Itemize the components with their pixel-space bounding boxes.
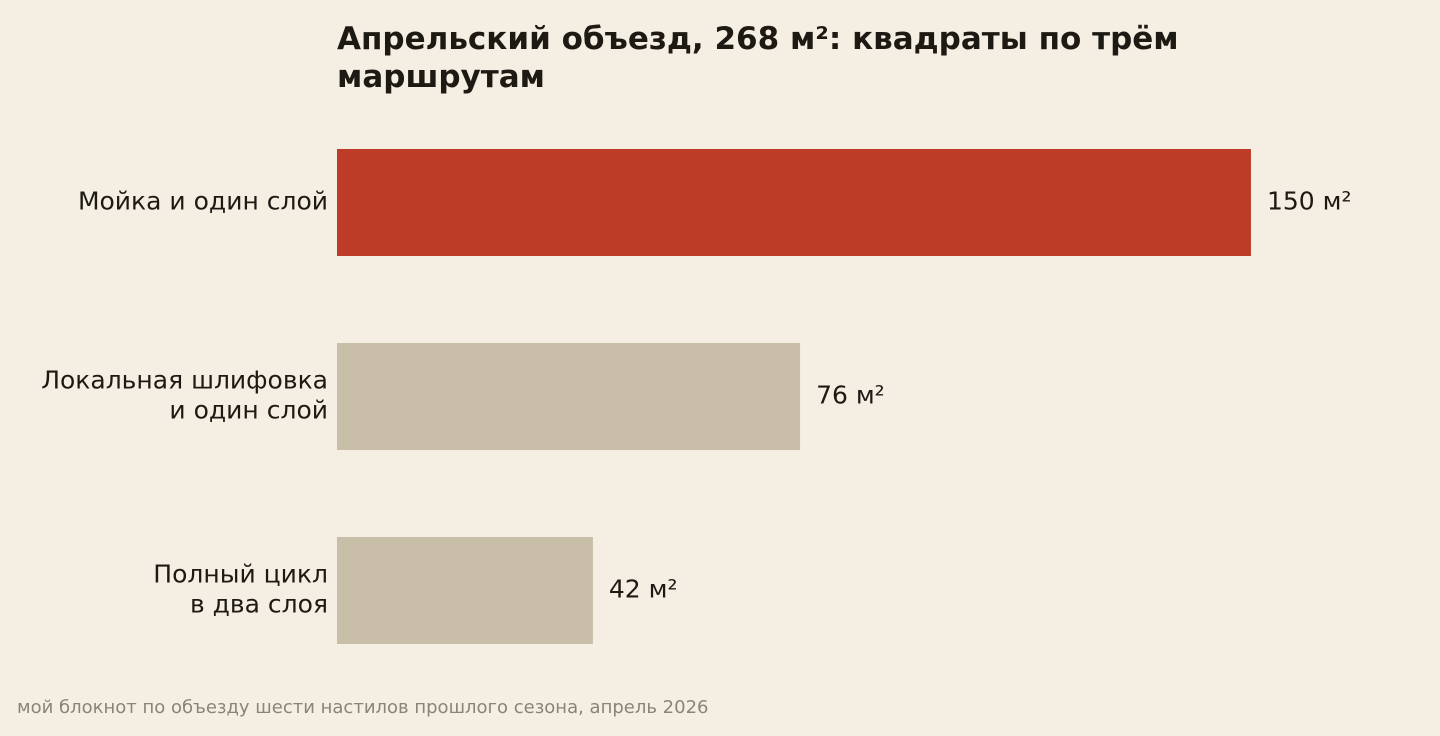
- source-note: мой блокнот по объезду шести настилов пр…: [17, 697, 709, 718]
- bar: [337, 537, 593, 644]
- value-label: 150 м²: [1267, 187, 1352, 216]
- category-label: Мойка и один слой: [78, 187, 328, 216]
- chart-title: Апрельский объезд, 268 м²: квадраты по т…: [337, 21, 1179, 95]
- value-label: 42 м²: [609, 575, 678, 604]
- category-label-line: и один слой: [169, 396, 328, 425]
- bar: [337, 149, 1251, 256]
- category-label: Локальная шлифовка и один слой: [41, 366, 328, 425]
- category-label-line: Полный цикл: [153, 560, 328, 589]
- category-label: Полный цикл в два слоя: [153, 560, 328, 619]
- category-label-line: Локальная шлифовка: [41, 366, 328, 395]
- category-label-line: в два слоя: [190, 590, 328, 619]
- category-label-line: Мойка и один слой: [78, 187, 328, 216]
- value-label: 76 м²: [816, 381, 885, 410]
- bar: [337, 343, 801, 450]
